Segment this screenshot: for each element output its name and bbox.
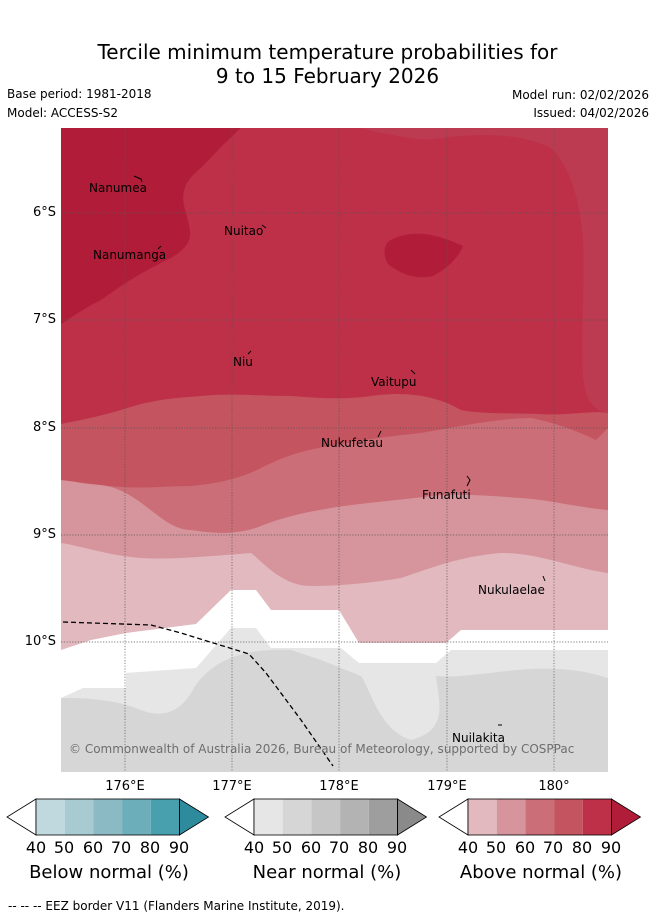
title-line-2: 9 to 15 February 2026: [215, 64, 440, 88]
model-run: Model run: 02/02/2026: [511, 88, 649, 102]
lon-label-177e: 177°E: [212, 779, 252, 794]
probability-map: [61, 128, 608, 772]
tick-label: 50: [271, 838, 293, 857]
colorbar-swatch: [368, 799, 398, 835]
tick-label: 90: [168, 838, 190, 857]
colorbar-swatch: [254, 799, 283, 835]
issued-date: Issued: 04/02/2026: [533, 106, 649, 120]
colorbar-below-ticks: 40 50 60 70 80 90: [6, 838, 212, 858]
tick-label: 80: [357, 838, 379, 857]
lat-label-6s: 6°S: [32, 205, 56, 220]
colorbar-near-title: Near normal (%): [252, 862, 402, 883]
colorbar-swatch: [36, 799, 65, 835]
lon-label-179e: 179°E: [427, 779, 467, 794]
tick-label: 90: [600, 838, 622, 857]
lat-label-8s: 8°S: [32, 420, 56, 435]
lon-label-176e: 176°E: [105, 779, 145, 794]
colorbar-near-ticks: 40 50 60 70 80 90: [224, 838, 430, 858]
tick-label: 70: [110, 838, 132, 857]
nanumea-island: [133, 175, 143, 183]
lat-label-9s: 9°S: [32, 527, 56, 542]
lon-label-178e: 178°E: [319, 779, 359, 794]
tick-label: 40: [243, 838, 265, 857]
colorbar-extend-high: [397, 798, 428, 836]
place-label: Nuilakita: [452, 731, 505, 745]
place-label: Nanumea: [89, 181, 147, 195]
colorbar-extend-low: [438, 798, 469, 836]
nuitao-island: [261, 224, 267, 229]
band-above-90-patch: [384, 233, 463, 278]
nukulaelae-island: [542, 575, 546, 582]
colorbar-swatch: [93, 799, 123, 835]
copyright-credit: © Commonwealth of Australia 2026, Bureau…: [69, 742, 575, 756]
map-svg: [61, 128, 608, 772]
colorbar-swatch: [64, 799, 94, 835]
tick-label: 40: [25, 838, 47, 857]
place-label: Vaitupu: [371, 375, 417, 389]
place-label: Nukulaelae: [478, 583, 545, 597]
funafuti-island: [466, 475, 471, 487]
eez-footnote: -- -- -- EEZ border V11 (Flanders Marine…: [8, 899, 345, 913]
tick-label: 70: [328, 838, 350, 857]
lat-label-7s: 7°S: [32, 312, 56, 327]
place-label: Nukufetau: [321, 436, 384, 450]
colorbar-extend-low: [224, 798, 255, 836]
colorbar-frame: [35, 798, 180, 836]
colorbar-swatch: [582, 799, 612, 835]
colorbar-swatch: [122, 799, 151, 835]
tick-label: 60: [82, 838, 104, 857]
colorbar-near: [224, 798, 428, 836]
band-above-80-east: [361, 128, 608, 413]
colorbar-swatch: [496, 799, 526, 835]
colorbar-extend-high: [179, 798, 210, 836]
colorbar-swatch: [150, 799, 180, 835]
place-label: Nuitao: [224, 224, 264, 238]
colorbar-above-ticks: 40 50 60 70 80 90: [438, 838, 644, 858]
colorbar-above: [438, 798, 642, 836]
colorbar-swatch: [282, 799, 312, 835]
nukufetau-island: [377, 430, 382, 438]
colorbar-swatch: [340, 799, 369, 835]
model-name: Model: ACCESS-S2: [7, 106, 119, 120]
islands: [133, 175, 546, 726]
eez-border: [62, 621, 334, 767]
title-line-1: Tercile minimum temperature probabilitie…: [97, 40, 558, 64]
tick-label: 70: [542, 838, 564, 857]
tick-label: 50: [485, 838, 507, 857]
vaitupu-island: [410, 369, 416, 375]
lat-label-10s: 10°S: [24, 634, 56, 649]
band-above-80: [61, 128, 608, 424]
colorbar-extend-low: [6, 798, 37, 836]
colorbar-extend-high: [611, 798, 642, 836]
tick-label: 50: [53, 838, 75, 857]
colorbar-swatch: [311, 799, 341, 835]
tick-label: 80: [139, 838, 161, 857]
base-period: Base period: 1981-2018: [7, 87, 152, 101]
tick-label: 80: [571, 838, 593, 857]
tick-label: 60: [300, 838, 322, 857]
place-label: Niu: [233, 355, 253, 369]
tick-label: 60: [514, 838, 536, 857]
nanumanga-island: [157, 245, 162, 250]
niu-island: [247, 350, 252, 355]
place-label: Nanumanga: [93, 248, 167, 262]
colorbar-swatch: [554, 799, 583, 835]
tick-label: 90: [386, 838, 408, 857]
colorbar-above-title: Above normal (%): [459, 862, 623, 883]
map-title: Tercile minimum temperature probabilitie…: [0, 40, 655, 88]
graticule: [61, 128, 608, 772]
colorbar-frame: [467, 798, 612, 836]
tick-label: 40: [457, 838, 479, 857]
colorbar-below-title: Below normal (%): [29, 862, 189, 883]
colorbar-swatch: [468, 799, 497, 835]
place-label: Funafuti: [422, 488, 471, 502]
lon-label-180: 180°: [538, 779, 570, 794]
colorbar-below: [6, 798, 210, 836]
band-above-90-west: [61, 128, 241, 324]
colorbar-frame: [253, 798, 398, 836]
colorbar-swatch: [525, 799, 555, 835]
